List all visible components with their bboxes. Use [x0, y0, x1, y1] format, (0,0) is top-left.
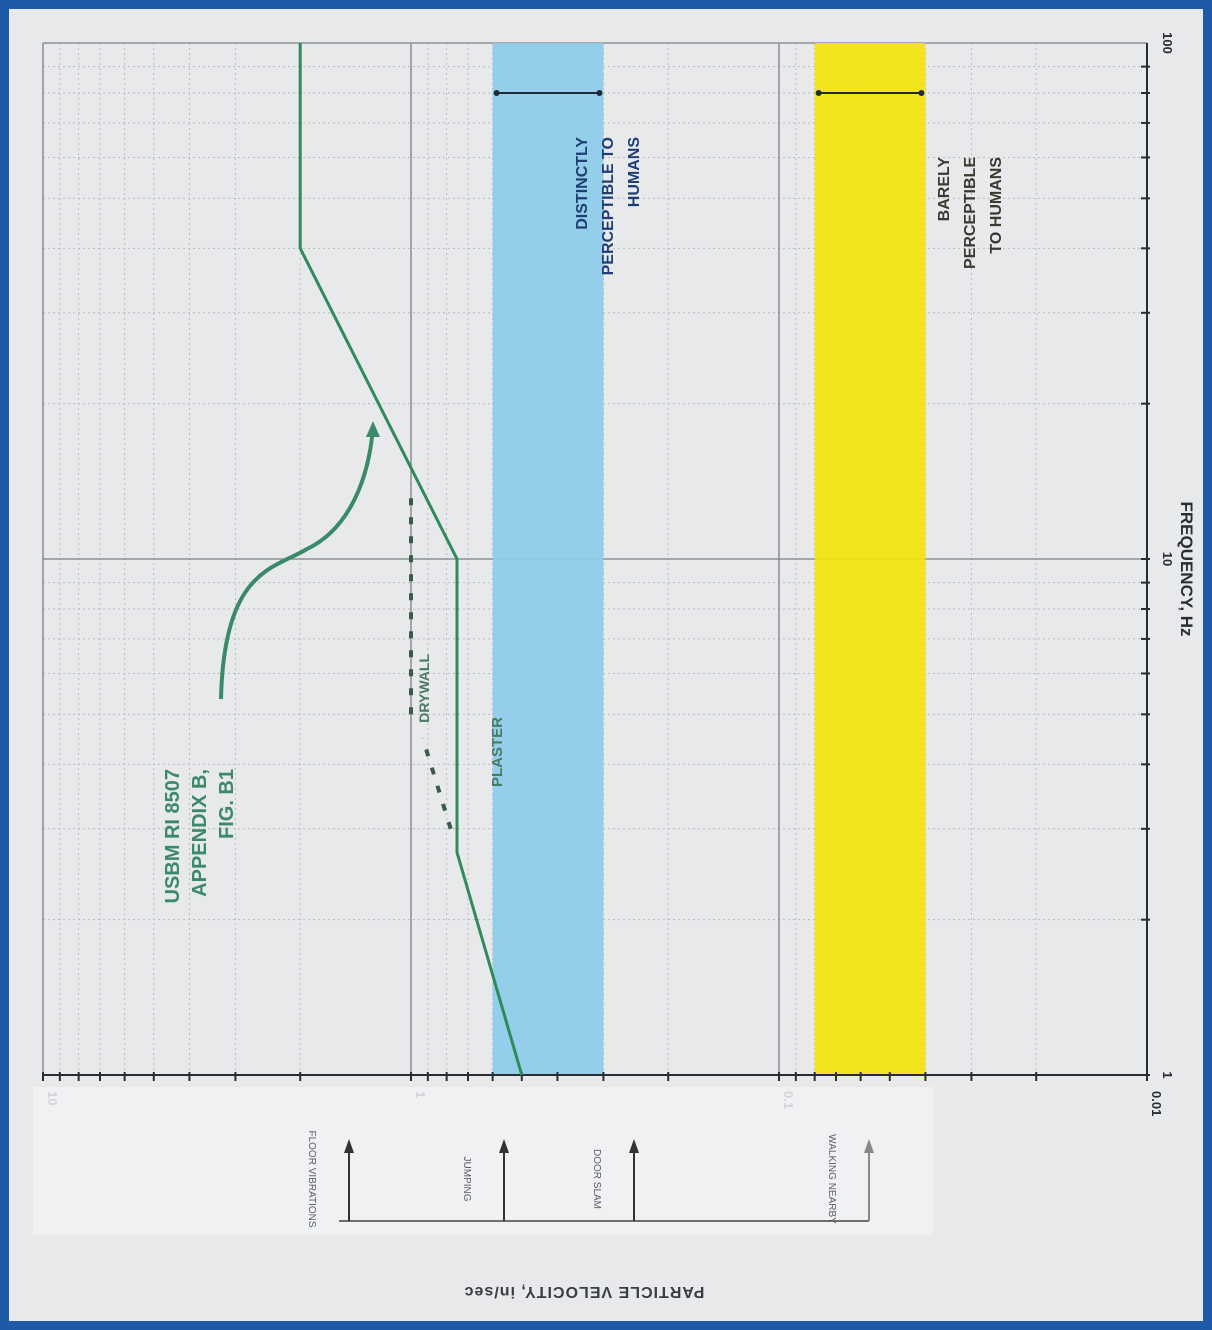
side-indicator-arrowhead	[864, 1139, 874, 1153]
side-indicator-arrowhead	[629, 1139, 639, 1153]
x-tick-label: 10	[1160, 552, 1175, 566]
plaster-label: PLASTER	[489, 717, 506, 787]
band-range-end	[815, 90, 822, 97]
band-range-end	[493, 90, 500, 97]
side-indicator-label: WALKING NEARBY	[826, 1134, 837, 1224]
perception-bands	[492, 43, 926, 1075]
yellow-band-label-line: PERCEPTIBLE	[962, 157, 979, 269]
usbm-label-line: FIG. B1	[216, 769, 238, 839]
labels: USBM RI 8507 APPENDIX B, FIG. B1 DRYWALL PLA…	[162, 137, 1005, 904]
blue-band-label-line: DISTINCTLY	[574, 137, 591, 230]
drywall-label: DRYWALL	[416, 654, 432, 723]
x-tick-label: 100	[1160, 32, 1175, 54]
side-indicator-label: FLOOR VIBRATIONS	[306, 1130, 317, 1227]
side-indicator-panel	[33, 1087, 933, 1235]
blue-band-label-line: HUMANS	[626, 137, 643, 208]
usbm-label-line: USBM RI 8507	[162, 769, 184, 904]
side-indicator-label: DOOR SLAM	[591, 1149, 602, 1209]
y-axis-title: PARTICLE VELOCITY, in/sec	[464, 1283, 705, 1300]
series-line-usbm-limit	[298, 43, 524, 1076]
y-tick-label: 0.01	[1149, 1091, 1164, 1116]
x-axis-title: FREQUENCY, Hz	[1177, 501, 1196, 636]
side-indicator-arrowhead	[499, 1139, 509, 1153]
usbm-pointer-curve	[219, 426, 375, 700]
blue-band-label-line: PERCEPTIBLE TO	[600, 137, 617, 275]
band-distinctly-perceptible	[492, 43, 604, 1075]
side-indicator-label: JUMPING	[461, 1157, 472, 1202]
band-barely-perceptible	[814, 43, 926, 1075]
x-tick-label: 1	[1160, 1071, 1175, 1078]
band-range-end	[918, 90, 925, 97]
series-line-plaster	[420, 737, 453, 830]
side-indicators: FLOOR VIBRATIONS JUMPING DOOR SLAM WALKING …	[33, 1087, 933, 1235]
series	[298, 43, 524, 1076]
yellow-band-label-line: TO HUMANS	[988, 157, 1005, 254]
usbm-pointer-arrowhead	[366, 421, 380, 437]
side-indicator-arrowhead	[344, 1139, 354, 1153]
usbm-label-line: APPENDIX B,	[189, 769, 211, 897]
yellow-band-label-line: BARELY	[936, 157, 953, 222]
band-range-end	[596, 90, 603, 97]
